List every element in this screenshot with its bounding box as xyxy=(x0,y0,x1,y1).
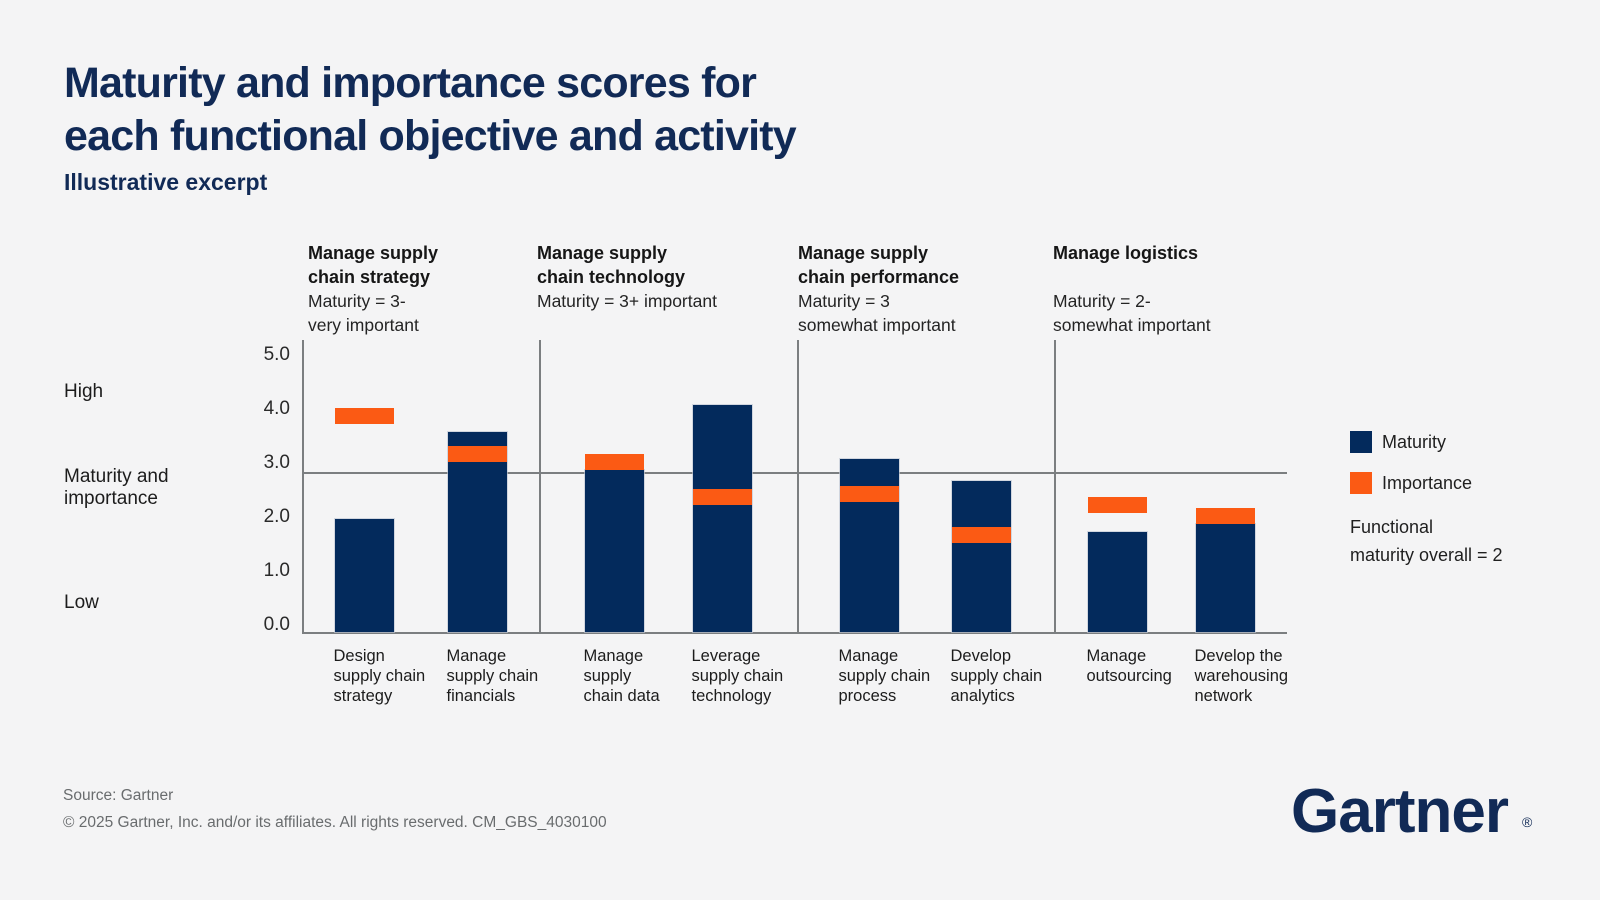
importance-band xyxy=(447,445,507,462)
legend-importance-label: Importance xyxy=(1382,472,1473,493)
registered-trademark-icon: ® xyxy=(1522,814,1533,830)
y-tick-label: 0.0 xyxy=(263,614,290,635)
maturity-bar xyxy=(1194,523,1256,633)
maturity-bar xyxy=(691,404,753,633)
legend-item-importance: Importance xyxy=(1350,472,1570,494)
group-name: Manage supply chain performance xyxy=(798,243,960,287)
page-title: Maturity and importance scores for each … xyxy=(64,59,797,160)
importance-band xyxy=(334,408,394,424)
group-separator-line xyxy=(797,340,799,632)
importance-band xyxy=(1195,507,1255,524)
legend-maturity-label: Maturity xyxy=(1382,431,1447,452)
x-axis-category-label: Develop supply chain analytics xyxy=(950,647,1043,705)
legend-item-maturity: Maturity xyxy=(1350,431,1570,453)
maturity-bar xyxy=(446,431,508,633)
x-axis-category-label: Manage supply chain process xyxy=(838,647,931,705)
reference-line xyxy=(302,471,1287,474)
x-axis-category-label: Manage outsourcing xyxy=(1086,647,1172,685)
group-maturity-note: Maturity = 3- very important xyxy=(308,291,419,335)
maturity-bar xyxy=(583,469,645,633)
x-axis-category-label: Develop the warehousing network xyxy=(1194,647,1289,705)
maturity-bar xyxy=(950,479,1012,633)
x-axis-category-label: Manage supply chain financials xyxy=(446,647,539,705)
importance-band xyxy=(839,486,899,503)
y-tick-label: 3.0 xyxy=(263,452,290,473)
group-header: Manage supply chain performance Maturity … xyxy=(798,242,1028,337)
gartner-logo: Gartner xyxy=(1291,777,1509,846)
y-axis-label-high: High xyxy=(64,381,104,402)
y-tick-label: 4.0 xyxy=(263,398,290,419)
y-tick-label: 1.0 xyxy=(263,560,290,581)
x-axis-category-label: Design supply chain strategy xyxy=(333,647,426,705)
legend-note: Functional maturity overall = 2 xyxy=(1350,517,1503,565)
maturity-bar xyxy=(838,458,900,633)
x-axis-category-label: Manage supply chain data xyxy=(583,647,660,705)
group-header: Manage supply chain technology Maturity =… xyxy=(537,242,767,313)
group-header: Manage supply chain strategy Maturity = 3… xyxy=(308,242,538,337)
y-axis-label-maturity-importance: Maturity and importance xyxy=(64,466,169,509)
importance-band xyxy=(951,526,1011,543)
x-axis-category-label: Leverage supply chain technology xyxy=(691,647,784,705)
y-tick-label: 5.0 xyxy=(263,344,290,365)
legend: Maturity Importance Functional maturity … xyxy=(1350,431,1570,569)
maturity-bar xyxy=(333,517,395,633)
group-maturity-note: Maturity = 2- somewhat important xyxy=(1053,291,1211,335)
importance-band xyxy=(584,453,644,470)
group-name: Manage logistics xyxy=(1053,243,1199,263)
group-maturity-note: Maturity = 3 somewhat important xyxy=(798,291,956,335)
group-separator-line xyxy=(1054,340,1056,632)
group-name: Manage supply chain technology xyxy=(537,243,686,287)
importance-band xyxy=(692,489,752,505)
copyright-text: © 2025 Gartner, Inc. and/or its affiliat… xyxy=(63,814,607,831)
y-axis-label-low: Low xyxy=(64,592,99,613)
source-text: Source: Gartner xyxy=(63,787,174,804)
group-header: Manage logistics Maturity = 2- somewhat i… xyxy=(1053,242,1283,337)
group-separator-line xyxy=(539,340,541,632)
group-maturity-note: Maturity = 3+ important xyxy=(537,291,717,311)
y-tick-label: 2.0 xyxy=(263,506,290,527)
y-axis-line xyxy=(302,340,304,634)
x-axis-line xyxy=(302,632,1287,634)
maturity-swatch-icon xyxy=(1350,431,1372,453)
group-name: Manage supply chain strategy xyxy=(308,243,439,287)
maturity-bar xyxy=(1086,531,1148,633)
importance-band xyxy=(1087,497,1147,514)
importance-swatch-icon xyxy=(1350,472,1372,494)
page-subtitle: Illustrative excerpt xyxy=(64,169,268,195)
